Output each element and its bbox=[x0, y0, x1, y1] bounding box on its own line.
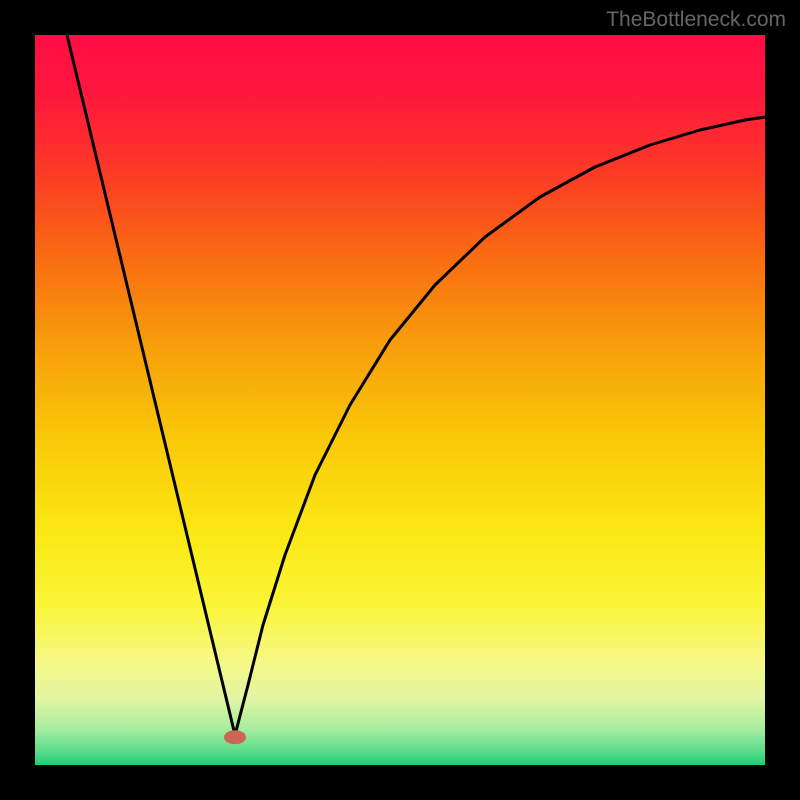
gradient-background bbox=[35, 35, 765, 765]
chart-svg bbox=[35, 35, 765, 765]
curve-right-branch bbox=[235, 117, 765, 735]
curve-left-branch bbox=[67, 35, 235, 735]
watermark-text: TheBottleneck.com bbox=[606, 8, 786, 32]
chart-plot-area bbox=[35, 35, 765, 765]
bottleneck-marker bbox=[224, 730, 246, 744]
